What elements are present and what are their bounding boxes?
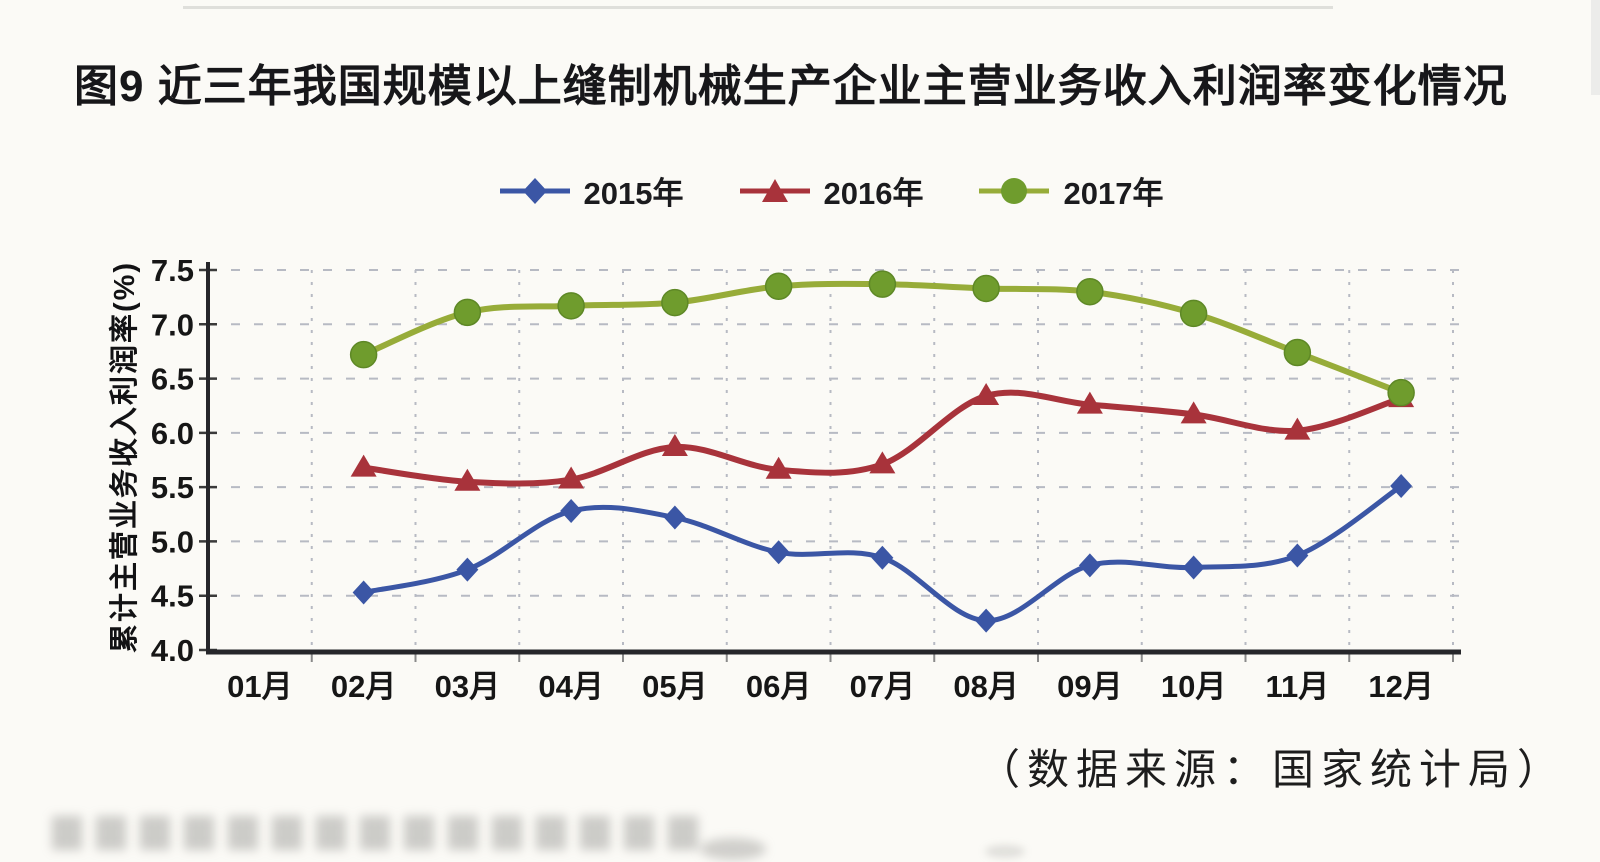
marker-circle <box>1076 277 1104 306</box>
x-tick-label: 01月 <box>227 669 292 704</box>
marker-triangle <box>1180 401 1207 424</box>
y-tick-label: 7.0 <box>151 307 194 342</box>
legend-label-2017: 2017年 <box>1063 176 1164 211</box>
legend-item-2017: 2017年 <box>977 168 1163 213</box>
marker-diamond <box>975 608 998 633</box>
marker-diamond <box>663 505 686 530</box>
marker-diamond <box>352 580 375 605</box>
diamond-marker-icon <box>499 177 570 204</box>
marker-diamond <box>456 557 479 582</box>
chart-title: 图9 近三年我国规模以上缝制机械生产企业主营业务收入利润率变化情况 <box>74 62 1508 111</box>
circle-marker-icon <box>979 177 1050 204</box>
marker-triangle <box>350 454 377 477</box>
legend-item-2015: 2015年 <box>498 168 684 213</box>
marker-circle <box>972 274 1000 303</box>
marker-circle <box>1387 378 1415 407</box>
x-tick-label: 03月 <box>435 669 500 704</box>
marker-triangle <box>765 456 792 479</box>
y-tick-label: 4.0 <box>151 633 194 668</box>
y-tick-label: 6.0 <box>151 416 194 451</box>
marker-circle <box>1179 299 1208 328</box>
legend-item-2016: 2016年 <box>738 168 924 213</box>
scan-artifact-bleedthrough-text <box>52 816 702 850</box>
x-tick-label: 09月 <box>1057 669 1122 704</box>
marker-circle <box>764 272 793 301</box>
marker-diamond <box>871 545 894 570</box>
scan-artifact-bleedthrough-blob <box>700 838 766 860</box>
x-tick-label: 06月 <box>746 669 811 704</box>
marker-triangle <box>558 466 585 489</box>
marker-triangle <box>1284 417 1311 440</box>
marker-circle <box>1283 338 1312 367</box>
x-tick-label: 10月 <box>1161 669 1226 704</box>
marker-circle <box>557 292 585 320</box>
marker-diamond <box>767 540 790 565</box>
marker-circle <box>453 298 482 327</box>
marker-diamond <box>1182 555 1205 580</box>
y-tick-label: 7.5 <box>151 253 194 288</box>
y-tick-label: 5.0 <box>151 524 194 559</box>
x-tick-label: 04月 <box>538 669 603 704</box>
y-tick-label: 4.5 <box>151 579 194 614</box>
marker-diamond <box>1078 553 1101 578</box>
x-tick-label: 02月 <box>331 669 396 704</box>
y-tick-label: 5.5 <box>151 470 194 505</box>
marker-diamond <box>1286 543 1309 568</box>
data-source-note: （数据来源：国家统计局） <box>978 745 1567 794</box>
legend-label-2016: 2016年 <box>823 176 924 211</box>
scan-artifact-top-line <box>183 6 1333 9</box>
marker-diamond <box>560 499 583 524</box>
marker-triangle <box>454 468 481 491</box>
legend-label-2015: 2015年 <box>583 176 684 211</box>
marker-triangle <box>973 382 1000 405</box>
marker-triangle <box>869 451 896 474</box>
marker-triangle <box>1076 391 1103 414</box>
marker-triangle <box>661 433 688 456</box>
series-line-2017年 <box>360 280 1405 396</box>
chart-legend: 2015年 2016年 2017年 <box>208 168 1453 213</box>
scan-artifact-right-edge <box>1591 0 1600 95</box>
marker-circle <box>868 270 897 298</box>
marker-circle <box>661 288 689 317</box>
x-tick-label: 07月 <box>850 669 915 704</box>
x-tick-label: 12月 <box>1368 669 1433 704</box>
x-tick-label: 11月 <box>1265 669 1329 704</box>
x-tick-label: 05月 <box>642 669 707 704</box>
y-tick-label: 6.5 <box>151 362 194 397</box>
scan-artifact-bleedthrough-mark <box>985 845 1025 858</box>
marker-diamond <box>1390 474 1413 499</box>
x-tick-label: 08月 <box>953 669 1018 704</box>
triangle-marker-icon <box>739 178 810 202</box>
marker-circle <box>349 340 378 369</box>
